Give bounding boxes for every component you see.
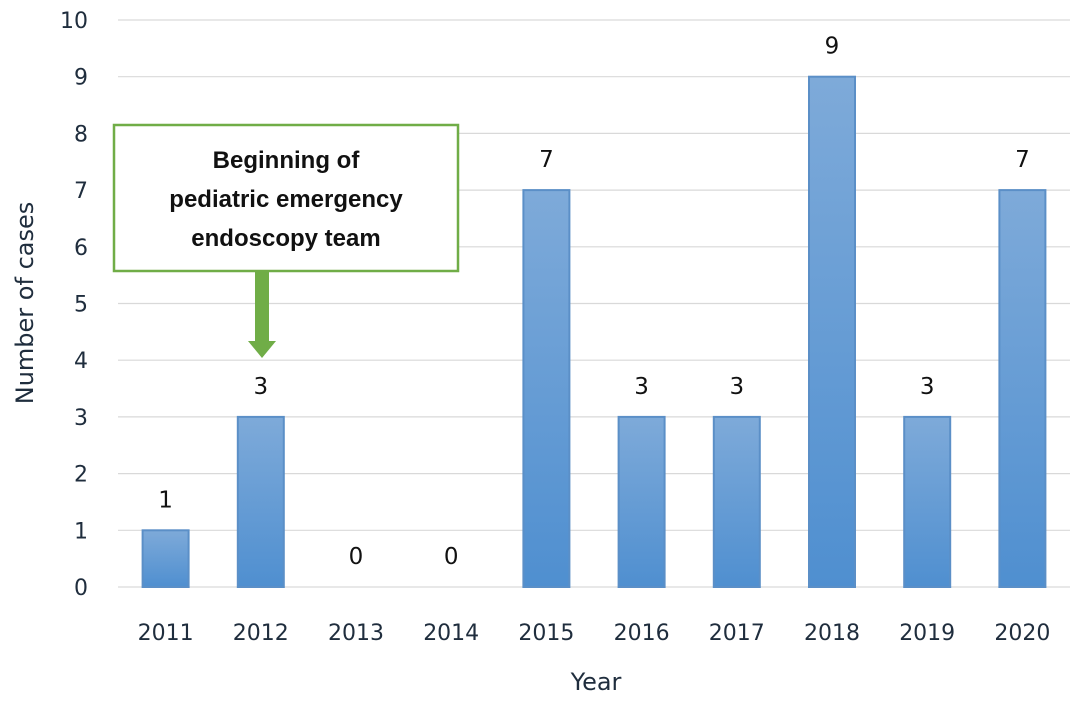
bar-2019 — [903, 415, 952, 588]
y-tick-label: 6 — [74, 236, 88, 261]
annotation-box — [112, 123, 460, 273]
y-tick-label: 7 — [74, 179, 88, 204]
x-tick-label-2015: 2015 — [518, 621, 574, 646]
data-label-2013: 0 — [349, 544, 364, 570]
bar-2016 — [617, 415, 666, 588]
y-tick-label: 0 — [74, 576, 88, 601]
x-tick-label-2017: 2017 — [709, 621, 765, 646]
x-tick-label-2018: 2018 — [804, 621, 860, 646]
annotation-line-1: Beginning of — [213, 147, 361, 174]
bar-2011 — [141, 529, 190, 588]
annotation-arrow-shaft — [255, 271, 269, 341]
y-tick-label: 1 — [74, 519, 88, 544]
data-label-2017: 3 — [729, 374, 744, 400]
data-label-2012: 3 — [253, 374, 268, 400]
bar-2020 — [998, 189, 1047, 588]
annotation-callout: Beginning of pediatric emergency endosco… — [112, 123, 460, 358]
x-tick-label-2012: 2012 — [233, 621, 289, 646]
data-labels: 1 3 0 0 7 3 3 9 3 7 — [158, 34, 1029, 570]
annotation-line-3: endoscopy team — [191, 225, 380, 252]
x-tick-label-2011: 2011 — [138, 621, 194, 646]
bar-2018 — [808, 75, 856, 588]
y-axis-ticks: 0 1 2 3 4 5 6 7 8 9 10 — [60, 9, 88, 601]
bar-2015 — [522, 189, 571, 588]
annotation-arrow-head — [248, 341, 276, 358]
data-label-2014: 0 — [444, 544, 459, 570]
y-tick-label: 8 — [74, 122, 88, 147]
y-axis-title: Number of cases — [11, 202, 39, 404]
x-tick-label-2019: 2019 — [899, 621, 955, 646]
y-tick-label: 10 — [60, 9, 88, 34]
data-label-2018: 9 — [825, 34, 840, 60]
x-axis-title: Year — [570, 668, 622, 696]
data-label-2015: 7 — [539, 147, 554, 173]
x-tick-label-2020: 2020 — [994, 621, 1050, 646]
y-tick-label: 4 — [74, 349, 88, 374]
y-tick-label: 5 — [74, 293, 88, 318]
y-tick-label: 2 — [74, 463, 88, 488]
x-tick-label-2013: 2013 — [328, 621, 384, 646]
x-axis-ticks: 2011 2012 2013 2014 2015 2016 2017 2018 2019 2020 — [138, 621, 1051, 646]
data-label-2020: 7 — [1015, 147, 1030, 173]
bars — [141, 75, 1047, 588]
bar-2012 — [236, 415, 285, 588]
data-label-2016: 3 — [634, 374, 649, 400]
y-tick-label: 9 — [74, 66, 88, 91]
y-tick-label: 3 — [74, 406, 88, 431]
annotation-line-2: pediatric emergency — [169, 186, 403, 213]
x-tick-label-2014: 2014 — [423, 621, 479, 646]
x-tick-label-2016: 2016 — [614, 621, 670, 646]
data-label-2011: 1 — [158, 487, 173, 513]
data-label-2019: 3 — [920, 374, 935, 400]
bar-2017 — [712, 415, 761, 588]
